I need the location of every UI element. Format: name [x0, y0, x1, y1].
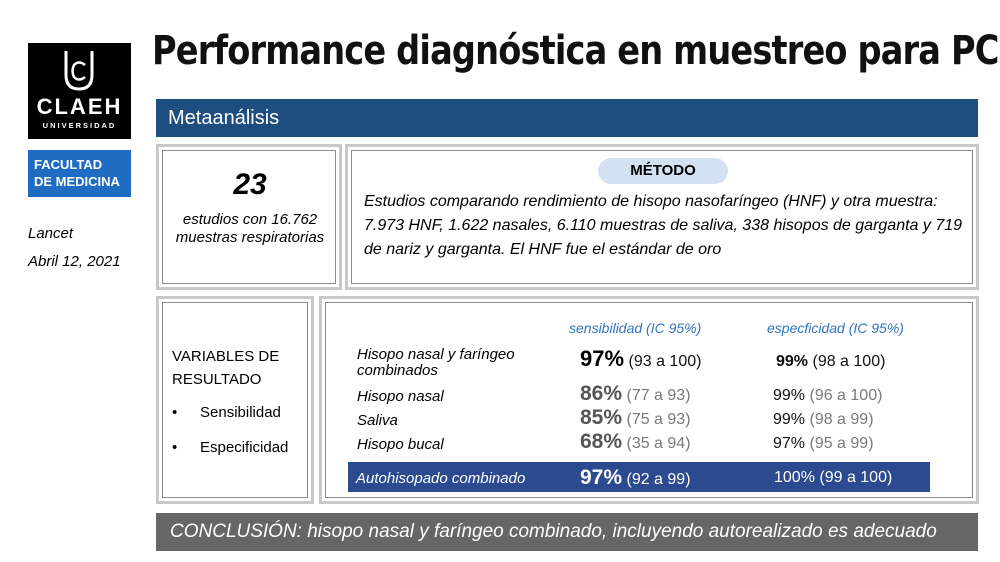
highlight-esp: 100% (99 a 100) — [774, 469, 893, 486]
sens-header: sensibilidad (IC 95%) — [569, 320, 702, 336]
table-cell-esp: 97% (95 a 99) — [773, 435, 874, 452]
page-title: Performance diagnóstica en muestreo para… — [152, 28, 1000, 74]
table-cell-sens: 97% (93 a 100) — [580, 346, 702, 371]
esp-header: especficidad (IC 95%) — [767, 320, 904, 336]
highlight-row: Autohisopado combinado 97% (92 a 99) 100… — [348, 462, 930, 492]
claeh-emblem-icon — [64, 51, 94, 91]
method-label: MÉTODO — [598, 158, 728, 184]
bullet-icon: • — [172, 404, 178, 421]
table-row-label: Saliva — [357, 412, 398, 429]
claeh-logo: CLAEH UNIVERSIDAD — [28, 43, 131, 139]
source-journal: Lancet — [28, 225, 74, 242]
variables-title: VARIABLES DE RESULTADO — [172, 348, 280, 388]
table-row-label: Hisopo nasal — [357, 388, 444, 405]
faculty-line-1: FACULTAD — [34, 157, 103, 172]
table-cell-esp: 99% (96 a 100) — [773, 387, 883, 404]
study-count: 23 — [233, 168, 267, 201]
logo-subtitle: UNIVERSIDAD — [42, 121, 117, 130]
table-row-label: Hisopo nasal y faríngeo combinados — [357, 346, 515, 379]
method-text: Estudios comparando rendimiento de hisop… — [364, 193, 963, 258]
table-cell-sens: 68% (35 a 94) — [580, 430, 691, 453]
source-date: Abril 12, 2021 — [28, 253, 121, 270]
variable-item: • Sensibilidad — [172, 404, 281, 421]
highlight-row-label: Autohisopado combinado — [356, 470, 526, 487]
results-frame — [319, 296, 979, 504]
faculty-line-2: DE MEDICINA — [34, 174, 120, 189]
section-banner: Metaanálisis — [156, 99, 978, 137]
table-cell-esp: 99% (98 a 100) — [776, 353, 886, 370]
table-cell-sens: 85% (75 a 93) — [580, 406, 691, 429]
table-row-label: Hisopo bucal — [357, 436, 444, 453]
variable-item: • Especificidad — [172, 439, 289, 456]
logo-name: CLAEH — [36, 94, 123, 119]
study-count-text: estudios con 16.762 muestras respiratori… — [175, 211, 325, 246]
variables-frame — [156, 296, 314, 504]
count-frame — [156, 144, 342, 290]
faculty-badge: FACULTAD DE MEDICINA — [28, 150, 131, 197]
bullet-icon: • — [172, 439, 178, 456]
table-cell-esp: 99% (98 a 99) — [773, 411, 874, 428]
table-cell-sens: 86% (77 a 93) — [580, 382, 691, 405]
highlight-sens: 97% (92 a 99) — [580, 466, 691, 489]
conclusion-bar: CONCLUSIÓN: hisopo nasal y faríngeo comb… — [156, 513, 978, 551]
method-frame — [345, 144, 979, 290]
